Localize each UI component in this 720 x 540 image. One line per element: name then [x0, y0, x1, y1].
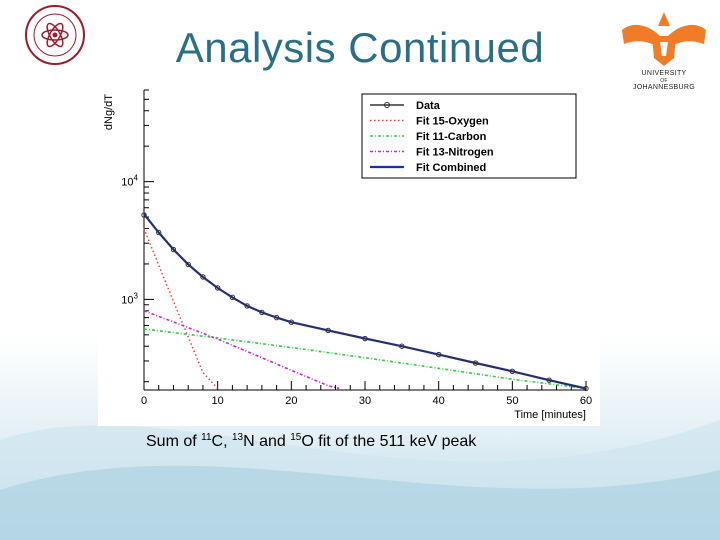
data-point [273, 314, 280, 321]
x-tick-label: 0 [141, 395, 147, 407]
slide-title: Analysis Continued [175, 24, 545, 71]
x-tick-label: 10 [212, 395, 224, 407]
uj-emblem-icon [622, 12, 706, 66]
series-layer [141, 212, 589, 392]
data-point [399, 343, 405, 349]
data-point [185, 261, 191, 268]
legend-box [361, 93, 577, 179]
data-point [170, 246, 177, 253]
figure-caption: Sum of 11C, 13N and 15O fit of the 511 k… [146, 432, 476, 451]
uj-text-1: UNIVERSITY [641, 70, 687, 77]
data-point [288, 319, 295, 325]
legend-marker [384, 102, 390, 108]
plot-panel: 0 10 20 30 40 50 60 103 104 dNg/dT Time [minutes] … [98, 82, 600, 426]
x-tick-label: 50 [506, 395, 518, 407]
legend-label: Fit 11-Carbon [416, 131, 487, 143]
series-line-data [143, 214, 587, 389]
uj-text-2: OF [660, 78, 668, 84]
series-line-fit-13-nitrogen [143, 310, 340, 390]
x-tick-label: 40 [433, 395, 445, 407]
uj-text-3: JOHANNESBURG [633, 84, 695, 91]
x-tick-label: 20 [285, 395, 297, 407]
x-tick-label: 60 [580, 395, 592, 407]
data-point [141, 212, 147, 218]
data-point [244, 303, 250, 309]
caption-iso-c: 11 [201, 432, 212, 443]
y-tick-label: 104 [121, 174, 138, 189]
data-point [509, 368, 516, 375]
data-point [472, 360, 479, 366]
data-point [259, 309, 265, 316]
caption-iso-o: 15 [290, 432, 302, 443]
series-line-fit-11-carbon [143, 328, 587, 390]
series-line-fit-15-oxygen [143, 228, 219, 389]
legend: Data Fit 15-Oxygen Fit 11-Carbon Fit 13-Nit… [361, 93, 577, 179]
series-line-fit-combined [143, 213, 587, 390]
data-point [229, 294, 236, 301]
uj-logo: UNIVERSITY OF JOHANNESBURG [616, 6, 712, 96]
data-point [325, 327, 331, 334]
caption-el-c: C, [211, 433, 232, 450]
data-point [583, 385, 589, 392]
caption-el-n: N and [243, 433, 291, 450]
background-wave [0, 420, 720, 540]
caption-part-1: Sum of [146, 433, 202, 450]
data-point [214, 285, 221, 291]
x-axis-label: Time [minutes] [514, 409, 586, 421]
data-point [156, 229, 162, 236]
axes: 0 10 20 30 40 50 60 103 104 dNg/dT Time [minutes] [103, 89, 592, 421]
legend-label: Fit 13-Nitrogen [416, 147, 494, 159]
saip-logo [25, 5, 85, 65]
data-point [362, 335, 368, 342]
y-tick-label: 103 [121, 291, 138, 306]
legend-label: Data [416, 100, 441, 112]
data-point [435, 351, 442, 358]
data-point [200, 274, 206, 280]
x-tick-label: 30 [359, 395, 371, 407]
data-point [546, 377, 552, 383]
legend-label: Fit Combined [416, 162, 486, 174]
caption-iso-n: 13 [231, 432, 244, 443]
legend-label: Fit 15-Oxygen [416, 116, 489, 128]
caption-el-o: O fit of the 511 keV peak [301, 433, 477, 450]
y-axis-label: dNg/dT [103, 94, 115, 130]
